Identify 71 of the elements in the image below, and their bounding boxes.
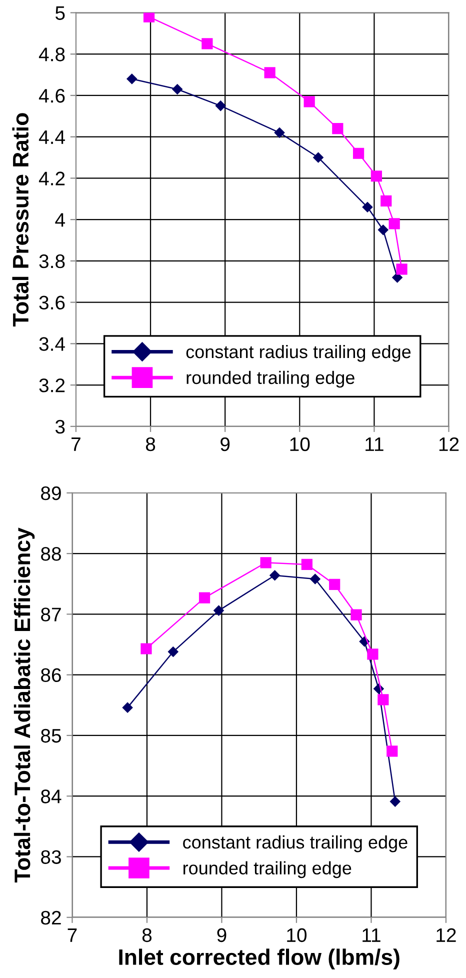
y-tick-label: 84 — [41, 790, 62, 804]
point — [126, 74, 137, 84]
point — [329, 578, 340, 590]
y-axis-title: Total-to-Total Adiabatic Efficiency — [14, 528, 35, 882]
point — [378, 224, 388, 236]
legend-label: constant radius trailing edge — [183, 835, 408, 852]
y-tick-label: 86 — [41, 668, 61, 682]
point — [388, 218, 400, 230]
x-tick-label: 12 — [439, 437, 459, 451]
point — [214, 605, 224, 616]
y-axis-title: Total Pressure Ratio — [12, 113, 29, 327]
y-tick-label: 3 — [55, 420, 65, 434]
point — [270, 570, 280, 580]
y-tick-label: 83 — [41, 850, 61, 864]
point — [172, 84, 182, 94]
y-tick-label: 3.4 — [39, 337, 65, 351]
point — [310, 574, 320, 584]
point — [140, 643, 152, 654]
point — [260, 557, 272, 568]
point — [202, 38, 213, 50]
y-tick-label: 89 — [41, 486, 61, 500]
point — [370, 170, 382, 182]
y-tick-label: 5 — [56, 6, 65, 20]
point — [313, 152, 324, 163]
legend-label: constant radius trailing edge — [186, 344, 411, 362]
point — [352, 148, 364, 159]
y-tick-label: 3.6 — [39, 296, 65, 310]
y-tick-label: 88 — [41, 547, 61, 561]
point — [301, 558, 312, 570]
y-tick-label: 4.4 — [38, 130, 65, 144]
point — [350, 609, 362, 620]
y-tick-label: 4.8 — [38, 48, 65, 62]
y-tick-label: 87 — [41, 608, 61, 622]
x-tick-label: 12 — [436, 928, 456, 942]
point — [362, 202, 373, 212]
x-tick-label: 10 — [287, 928, 307, 942]
point — [332, 122, 344, 134]
y-tick-label: 85 — [41, 728, 61, 743]
x-tick-label: 8 — [146, 437, 156, 452]
point — [390, 796, 400, 807]
y-tick-label: 4.6 — [38, 88, 65, 103]
legend-label: rounded trailing edge — [186, 370, 354, 388]
x-tick-label: 9 — [220, 437, 230, 452]
point — [304, 96, 315, 108]
point — [168, 646, 178, 657]
x-axis-title: Inlet corrected flow (lbm/s) — [119, 948, 400, 970]
point — [143, 12, 155, 22]
point — [198, 592, 210, 604]
y-tick-label: 3.8 — [39, 254, 65, 268]
y-tick-label: 4 — [55, 213, 65, 227]
y-tick-label: 3.2 — [39, 378, 65, 392]
point — [122, 702, 133, 713]
point — [215, 100, 226, 111]
legend-label: rounded trailing edge — [183, 861, 352, 878]
point — [367, 648, 378, 660]
x-tick-label: 8 — [142, 928, 152, 942]
x-tick-label: 7 — [68, 928, 77, 942]
point — [378, 694, 389, 706]
x-tick-label: 7 — [72, 438, 80, 451]
x-tick-label: 9 — [217, 928, 226, 942]
y-tick-label: 82 — [41, 910, 61, 925]
point — [392, 272, 402, 283]
y-tick-label: 4.2 — [38, 172, 65, 186]
point — [386, 746, 398, 757]
point — [264, 67, 276, 78]
x-tick-label: 11 — [362, 928, 380, 942]
point — [396, 264, 408, 275]
x-tick-label: 10 — [290, 437, 310, 452]
point — [274, 128, 285, 138]
x-tick-label: 11 — [366, 438, 384, 451]
point — [380, 195, 392, 206]
